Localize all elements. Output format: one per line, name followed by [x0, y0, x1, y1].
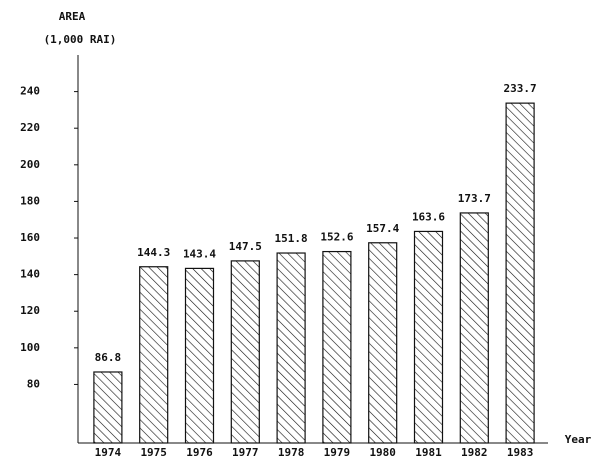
x-tick-label: 1975	[140, 446, 167, 459]
value-label: 152.6	[320, 231, 353, 244]
y-axis-label: AREA	[59, 10, 86, 23]
y-tick-label: 220	[20, 121, 40, 134]
x-tick-label: 1977	[232, 446, 259, 459]
y-tick-label: 80	[27, 377, 40, 390]
value-label: 233.7	[504, 82, 537, 95]
value-label: 143.4	[183, 247, 216, 260]
value-label: 163.6	[412, 210, 445, 223]
y-axis-unit: (1,000 RAI)	[44, 33, 117, 46]
bar	[413, 230, 444, 444]
y-tick-label: 120	[20, 304, 40, 317]
y-tick-label: 200	[20, 158, 40, 171]
value-label: 173.7	[458, 192, 491, 205]
bar	[276, 252, 306, 444]
x-tick-label: 1976	[186, 446, 213, 459]
x-tick-label: 1982	[461, 446, 488, 459]
x-tick-label: 1983	[507, 446, 534, 459]
bar	[459, 212, 489, 444]
bar	[368, 242, 398, 444]
value-label: 151.8	[275, 232, 308, 245]
bar	[139, 266, 169, 444]
y-tick-label: 240	[20, 85, 40, 98]
value-label: 144.3	[137, 246, 170, 259]
value-label: 147.5	[229, 240, 262, 253]
bar	[322, 250, 352, 444]
x-tick-label: 1978	[278, 446, 305, 459]
y-tick-label: 160	[20, 231, 40, 244]
x-tick-label: 1980	[369, 446, 396, 459]
bar	[93, 371, 123, 444]
x-tick-label: 1974	[95, 446, 122, 459]
value-label: 157.4	[366, 222, 399, 235]
y-tick-label: 180	[20, 194, 40, 207]
x-axis-label: Year	[565, 433, 592, 446]
x-tick-label: 1981	[415, 446, 442, 459]
bar	[184, 267, 215, 444]
y-tick-label: 140	[20, 268, 40, 281]
value-label: 86.8	[95, 351, 122, 364]
x-tick-label: 1979	[324, 446, 351, 459]
bar	[505, 102, 535, 444]
bar	[230, 260, 260, 444]
y-tick-label: 100	[20, 341, 40, 354]
